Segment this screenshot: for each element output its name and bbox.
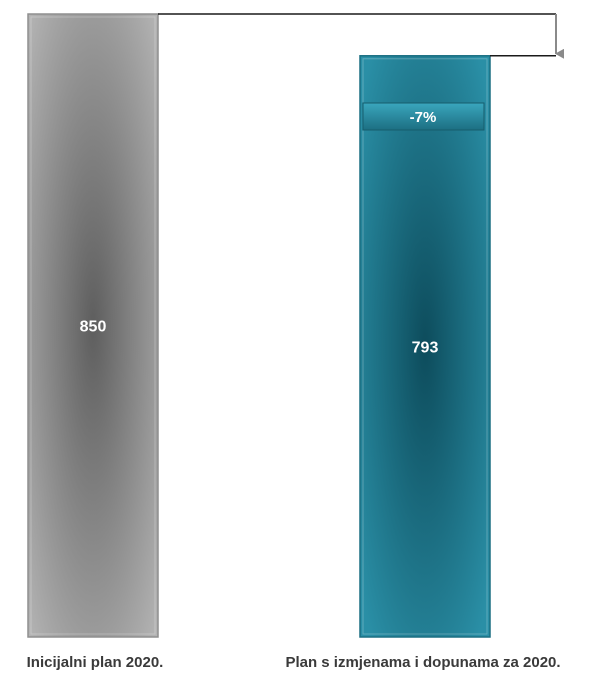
bar-1 [27,13,159,638]
change-badge [362,102,485,131]
bar-1-bevel [30,16,156,635]
bar-2-bevel [362,58,488,635]
category-label-1: Inicijalni plan 2020. [27,654,164,671]
change-badge-label: -7% [410,109,437,126]
value-label-1: 850 [80,319,107,336]
bar-2 [359,55,491,638]
category-label-2: Plan s izmjenama i dopunama za 2020. [285,654,560,671]
value-label-2: 793 [412,339,439,356]
